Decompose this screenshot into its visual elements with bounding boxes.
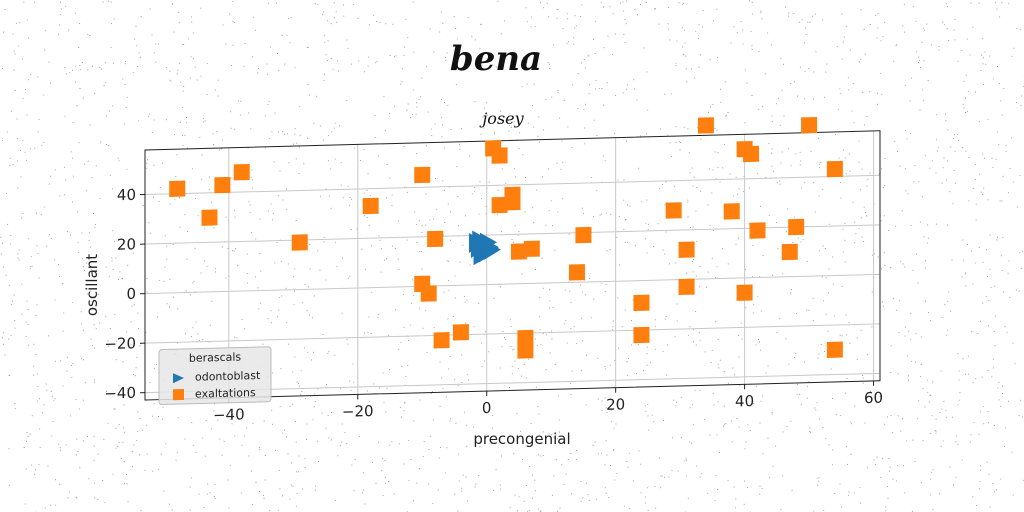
data-point-exaltations xyxy=(504,186,521,204)
data-point-exaltations xyxy=(233,164,250,181)
y-gridline xyxy=(145,323,880,344)
y-tick-label: 20 xyxy=(117,235,136,253)
data-point-exaltations xyxy=(736,284,753,301)
data-marks xyxy=(169,116,843,359)
series-odontoblast xyxy=(469,230,501,266)
legend-marker-exaltations xyxy=(173,388,184,401)
data-point-exaltations xyxy=(568,264,585,281)
y-gridline xyxy=(145,174,880,196)
x-tick-label: 0 xyxy=(482,399,492,417)
data-point-exaltations xyxy=(523,240,540,257)
data-point-exaltations xyxy=(781,243,798,261)
y-axis-label: oscillant xyxy=(83,254,101,316)
data-point-exaltations xyxy=(491,196,508,214)
data-point-exaltations xyxy=(801,116,818,134)
y-tick-label: −20 xyxy=(104,334,136,353)
data-point-exaltations xyxy=(214,176,231,194)
chart-subtitle: josey xyxy=(479,109,524,128)
data-point-exaltations xyxy=(517,329,534,347)
data-point-exaltations xyxy=(452,324,469,341)
data-point-exaltations xyxy=(510,243,527,260)
series-exaltations xyxy=(169,116,843,359)
data-point-exaltations xyxy=(201,209,218,226)
legend-title: berascals xyxy=(189,350,242,364)
y-tick-label: 0 xyxy=(126,285,136,303)
legend-marker-odontoblast xyxy=(173,373,184,384)
x-tick-label: 40 xyxy=(735,392,754,410)
data-point-exaltations xyxy=(633,294,650,312)
y-tick-label: −40 xyxy=(104,384,136,403)
data-point-exaltations xyxy=(427,230,444,248)
data-point-exaltations xyxy=(633,326,650,344)
data-point-exaltations xyxy=(169,180,186,197)
x-tick-label: −40 xyxy=(213,405,245,424)
data-point-exaltations xyxy=(575,226,592,244)
data-point-exaltations xyxy=(749,222,766,239)
x-tick-label: −20 xyxy=(342,402,374,421)
data-point-exaltations xyxy=(420,285,437,302)
data-point-exaltations xyxy=(743,145,760,163)
data-point-exaltations xyxy=(723,203,740,220)
data-point-exaltations xyxy=(678,278,695,296)
plot-area: −40 −20 0 20 40 60 −40 −20 0 20 40 berascals odont… xyxy=(104,116,883,424)
x-tick-label: 60 xyxy=(864,389,883,407)
data-point-exaltations xyxy=(697,117,714,134)
data-point-odontoblast xyxy=(483,240,501,261)
data-point-exaltations xyxy=(665,202,682,219)
data-point-exaltations xyxy=(517,342,534,359)
x-tick-label: 20 xyxy=(606,395,625,413)
data-point-exaltations xyxy=(291,234,308,251)
chart-title: bena xyxy=(450,39,542,79)
data-point-exaltations xyxy=(826,341,843,358)
legend-label-exaltations: exaltations xyxy=(195,386,256,401)
legend-label-odontoblast: odontoblast xyxy=(195,369,261,384)
data-point-exaltations xyxy=(414,166,431,184)
legend-box xyxy=(158,346,272,406)
data-point-exaltations xyxy=(362,197,379,215)
data-point-exaltations xyxy=(826,160,843,178)
legend: berascals odontoblast exaltations xyxy=(158,346,272,406)
y-tick-label: 40 xyxy=(117,186,136,204)
data-point-exaltations xyxy=(788,218,805,236)
data-point-exaltations xyxy=(433,332,450,349)
x-axis-label: precongenial xyxy=(473,430,570,448)
plot-frame xyxy=(144,130,881,401)
y-gridline xyxy=(145,273,880,295)
axis-ticks: −40 −20 0 20 40 60 −40 −20 0 20 40 xyxy=(104,186,883,424)
data-point-exaltations xyxy=(491,147,508,164)
data-point-exaltations xyxy=(678,241,695,258)
